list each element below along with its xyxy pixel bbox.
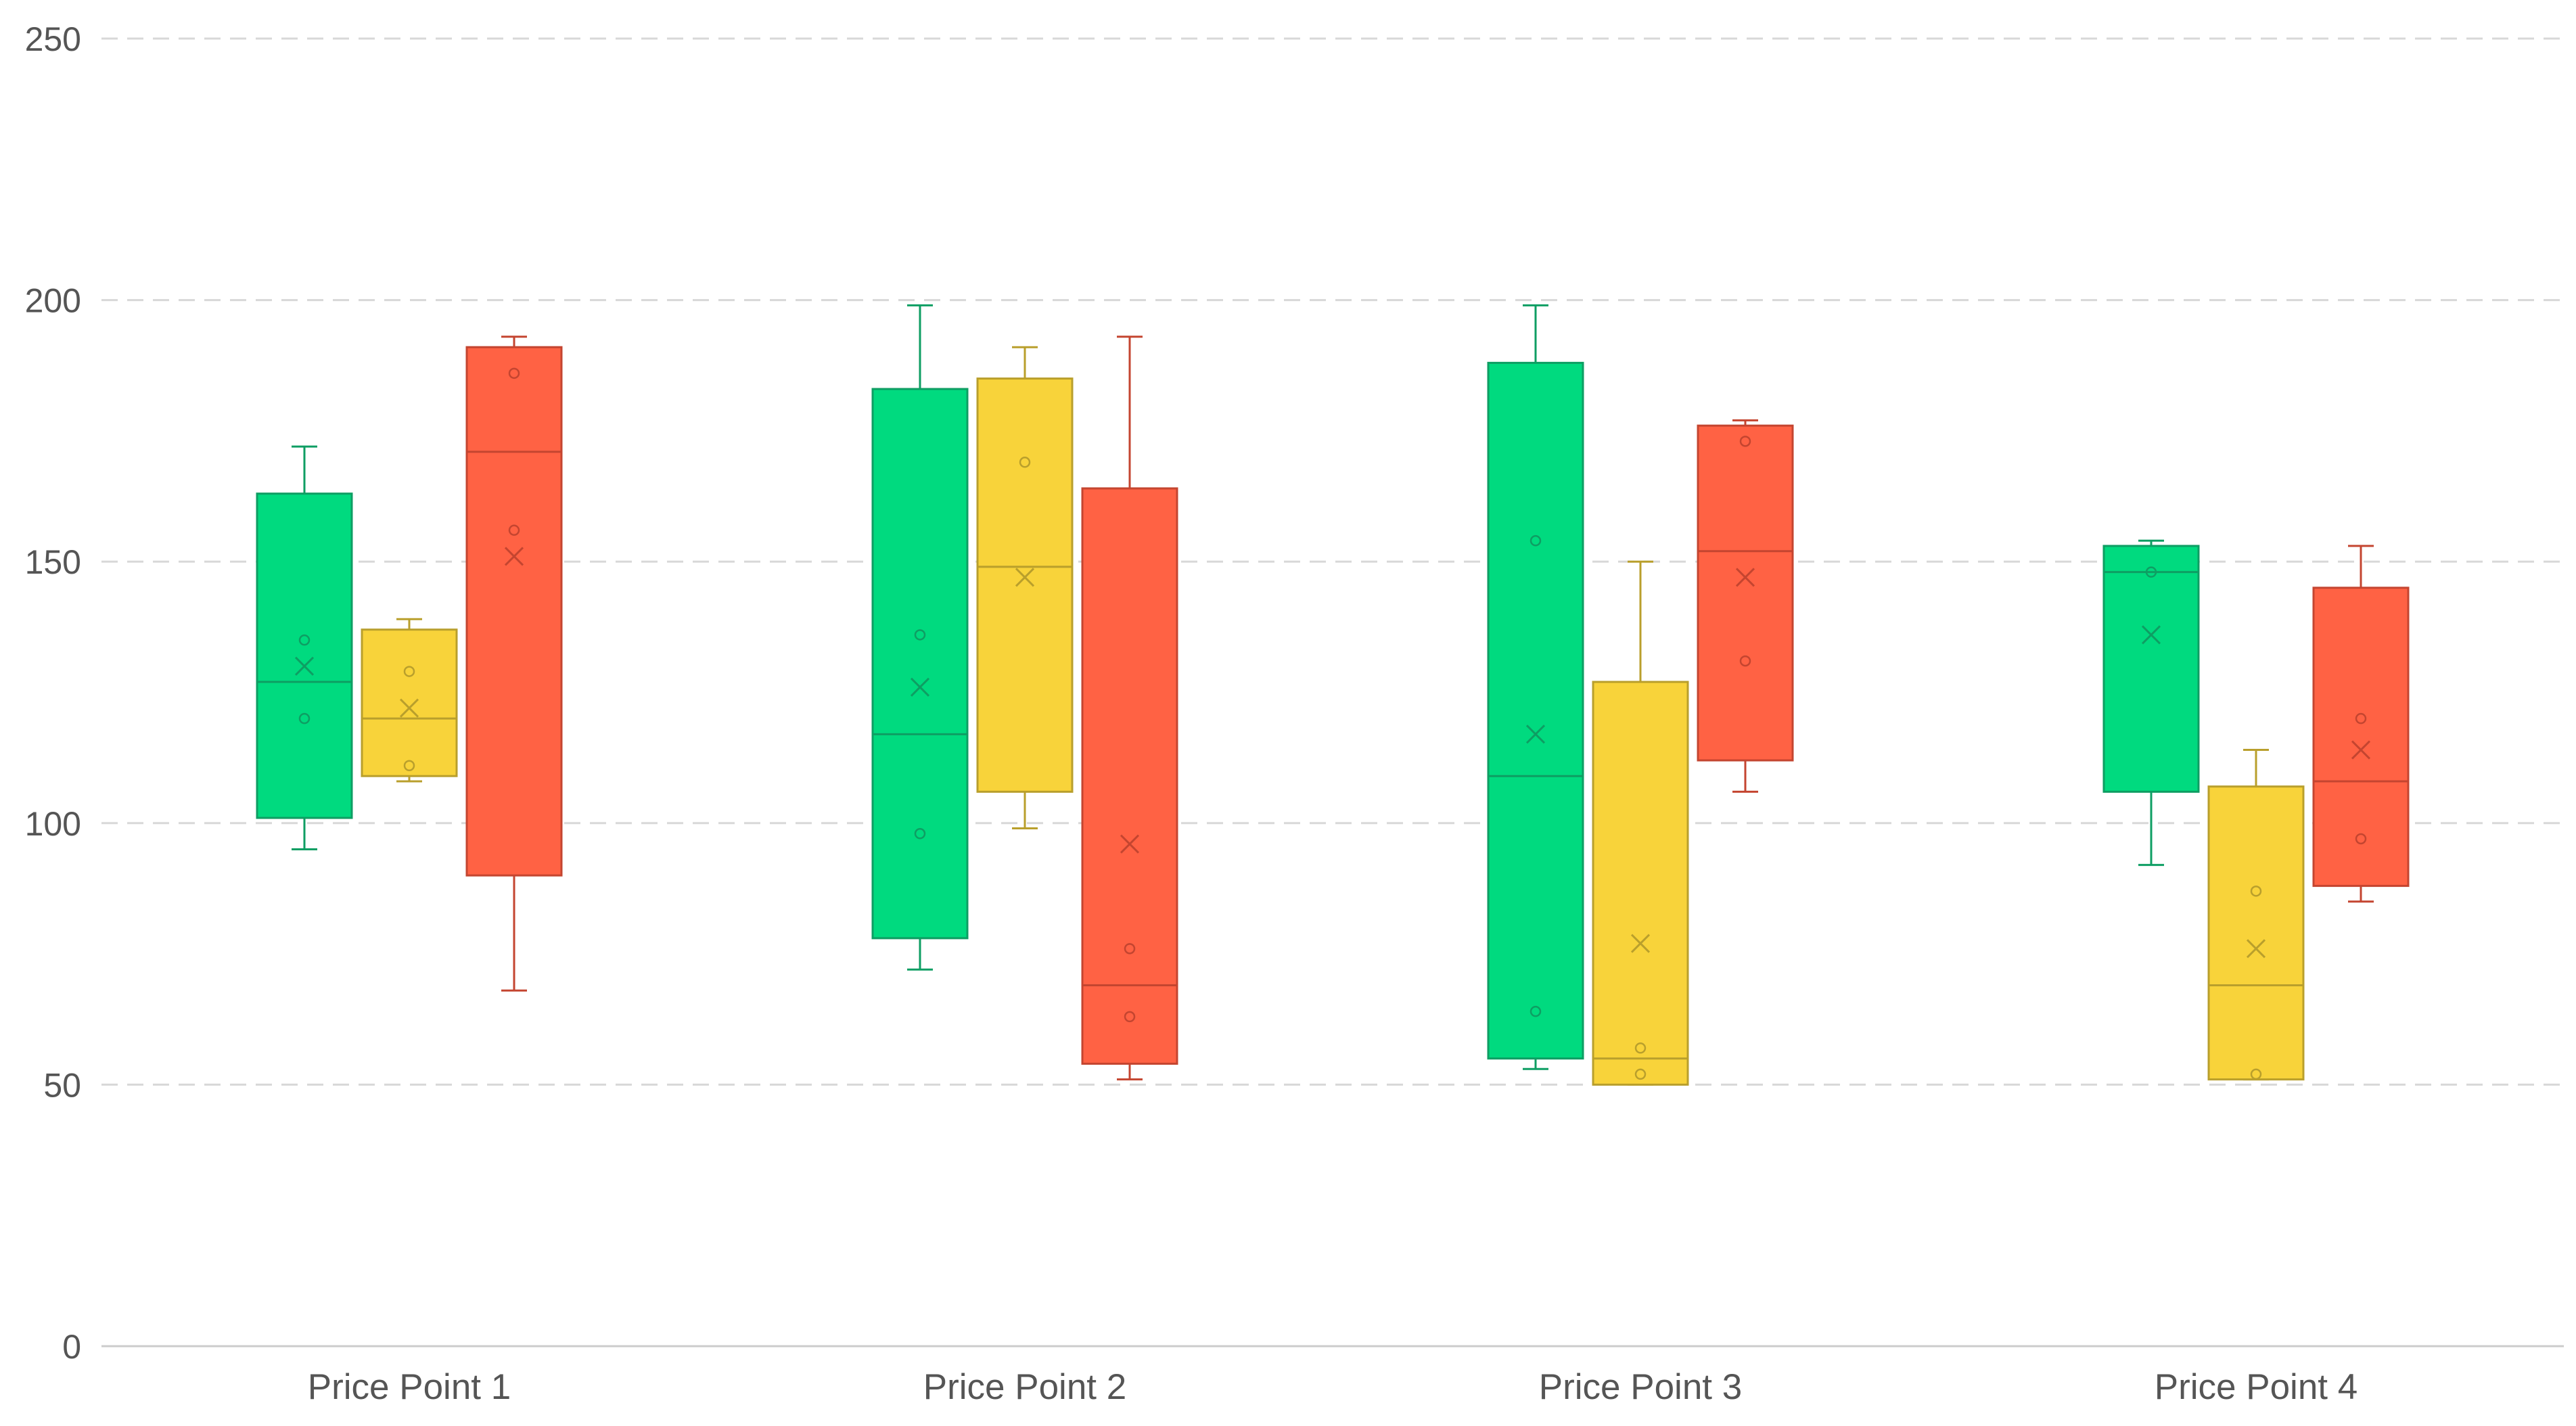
data-point	[2250, 1068, 2262, 1080]
box-plot-item	[1592, 560, 1689, 1086]
box-plot-item	[976, 346, 1074, 830]
data-point	[2355, 712, 2367, 724]
box-body	[871, 388, 969, 940]
box-body	[2312, 586, 2410, 888]
box-body	[2207, 785, 2305, 1081]
mean-marker	[294, 656, 315, 676]
data-point	[1124, 943, 1136, 954]
mean-marker	[2141, 625, 2161, 645]
box-body	[465, 346, 563, 877]
y-tick-label: 0	[62, 1328, 81, 1366]
data-point	[1739, 436, 1751, 447]
data-point	[403, 666, 415, 677]
box-body	[361, 628, 458, 777]
data-point	[1530, 535, 1542, 547]
box-plot-item	[256, 445, 353, 850]
data-point	[2355, 833, 2367, 845]
data-point	[2145, 566, 2157, 578]
data-point	[508, 524, 520, 536]
data-point	[298, 634, 310, 646]
box-body	[256, 492, 353, 819]
box-plot-item	[2207, 749, 2305, 1081]
mean-marker	[1735, 568, 1755, 587]
mean-marker	[504, 547, 524, 566]
mean-marker	[2246, 939, 2266, 959]
mean-marker	[399, 698, 419, 718]
box-plot-item	[1487, 304, 1584, 1070]
x-category-label: Price Point 2	[923, 1367, 1126, 1407]
grid-lines	[101, 37, 2564, 1348]
box-body	[2102, 545, 2200, 793]
box-series	[256, 304, 2410, 1086]
y-tick-label: 200	[25, 282, 81, 320]
data-point	[1634, 1068, 1647, 1080]
box-plot-item	[871, 304, 969, 971]
data-point	[914, 629, 926, 641]
data-point	[298, 712, 310, 724]
box-body	[1487, 361, 1584, 1060]
box-plot-item	[1081, 336, 1178, 1081]
data-point	[1124, 1011, 1136, 1023]
box-body	[1592, 681, 1689, 1086]
box-body	[976, 377, 1074, 793]
mean-marker	[1120, 834, 1140, 854]
y-tick-label: 150	[25, 543, 81, 581]
x-category-label: Price Point 4	[2155, 1367, 2358, 1407]
y-tick-label: 250	[25, 20, 81, 58]
mean-marker	[1015, 568, 1035, 587]
box-plot-item	[1697, 419, 1794, 793]
x-category-label: Price Point 3	[1539, 1367, 1742, 1407]
mean-marker	[2351, 740, 2371, 760]
x-category-label: Price Point 1	[308, 1367, 511, 1407]
box-plot-item	[361, 618, 458, 783]
data-point	[1530, 1005, 1542, 1017]
box-body	[1697, 424, 1794, 762]
data-point	[403, 760, 415, 771]
data-point	[1634, 1042, 1647, 1054]
y-tick-label: 50	[43, 1066, 81, 1104]
box-plot-item	[2312, 545, 2410, 903]
box-body	[1081, 487, 1178, 1065]
data-point	[2250, 886, 2262, 897]
mean-marker	[1525, 724, 1546, 744]
data-point	[508, 367, 520, 380]
mean-marker	[910, 677, 930, 697]
data-point	[1019, 457, 1031, 468]
data-point	[1739, 655, 1751, 667]
y-tick-label: 100	[25, 805, 81, 843]
y-axis-tick-labels: 0 50 100 150 200 250	[25, 20, 81, 1366]
box-plot-item	[465, 336, 563, 992]
box-plot-item	[2102, 539, 2200, 867]
mean-marker	[1630, 934, 1651, 953]
x-axis-category-labels: Price Point 1 Price Point 2 Price Point 3 P…	[308, 1367, 2358, 1407]
data-point	[914, 828, 926, 840]
